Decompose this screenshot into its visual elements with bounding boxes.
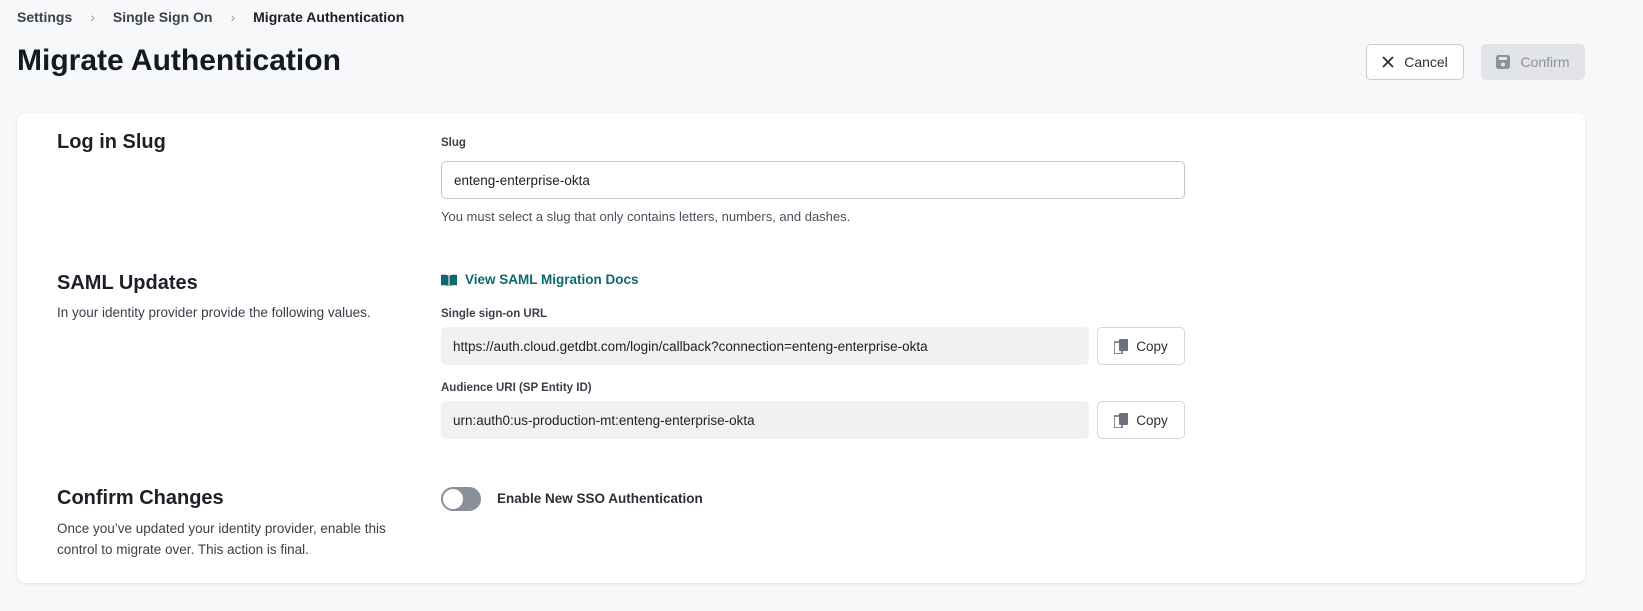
saml-section-description: In your identity provider provide the fo… xyxy=(57,305,371,320)
chevron-right-icon: › xyxy=(230,9,236,25)
page-title: Migrate Authentication xyxy=(17,44,341,77)
confirm-label: Confirm xyxy=(1520,54,1570,70)
slug-input[interactable]: enteng-enterprise-okta xyxy=(441,161,1185,199)
copy-icon xyxy=(1114,412,1129,428)
sso-url-field[interactable]: https://auth.cloud.getdbt.com/login/call… xyxy=(441,327,1089,365)
copy-sso-url-button[interactable]: Copy xyxy=(1097,327,1185,365)
copy-audience-uri-button[interactable]: Copy xyxy=(1097,401,1185,439)
toggle-knob xyxy=(443,489,463,509)
migration-card: Log in Slug Slug enteng-enterprise-okta … xyxy=(17,113,1585,583)
enable-sso-toggle[interactable] xyxy=(441,487,481,511)
audience-uri-field[interactable]: urn:auth0:us-production-mt:enteng-enterp… xyxy=(441,401,1089,439)
breadcrumb: Settings › Single Sign On › Migrate Auth… xyxy=(17,9,404,25)
chevron-right-icon: › xyxy=(90,9,95,25)
copy-label: Copy xyxy=(1136,412,1168,428)
copy-icon xyxy=(1114,338,1129,354)
close-icon xyxy=(1382,56,1394,68)
saml-docs-link-label: View SAML Migration Docs xyxy=(465,272,639,287)
confirm-section-description: Once you’ve updated your identity provid… xyxy=(57,521,386,557)
saml-section-title: SAML Updates xyxy=(57,272,198,294)
sso-url-label: Single sign-on URL xyxy=(441,308,548,320)
slug-section-title: Log in Slug xyxy=(57,131,166,153)
breadcrumb-single-sign-on[interactable]: Single Sign On xyxy=(112,9,213,25)
book-icon xyxy=(441,274,457,286)
breadcrumb-settings[interactable]: Settings xyxy=(17,9,73,25)
confirm-section-title: Confirm Changes xyxy=(57,487,224,509)
slug-label: Slug xyxy=(441,137,466,149)
confirm-button[interactable]: Confirm xyxy=(1481,44,1585,80)
slug-help-text: You must select a slug that only contain… xyxy=(441,209,851,224)
breadcrumb-current: Migrate Authentication xyxy=(253,9,405,25)
enable-sso-toggle-label: Enable New SSO Authentication xyxy=(497,491,703,506)
audience-uri-label: Audience URI (SP Entity ID) xyxy=(441,382,592,394)
saml-docs-link[interactable]: View SAML Migration Docs xyxy=(441,272,639,287)
cancel-button[interactable]: Cancel xyxy=(1366,44,1464,80)
copy-label: Copy xyxy=(1136,338,1168,354)
cancel-label: Cancel xyxy=(1404,54,1448,70)
save-icon xyxy=(1496,55,1511,69)
